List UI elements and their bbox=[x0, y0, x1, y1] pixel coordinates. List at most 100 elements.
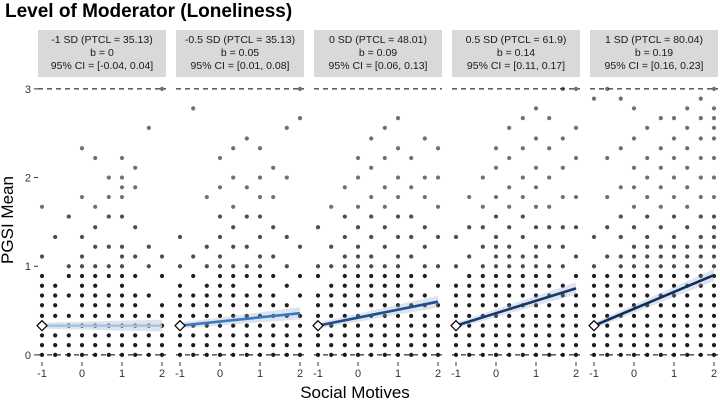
data-point bbox=[177, 303, 183, 308]
data-point bbox=[159, 86, 165, 91]
data-point bbox=[119, 273, 125, 279]
data-point bbox=[631, 293, 637, 298]
data-point bbox=[671, 273, 677, 279]
data-point bbox=[355, 175, 361, 180]
data-point bbox=[217, 293, 223, 298]
data-point bbox=[560, 264, 565, 269]
data-point bbox=[231, 146, 236, 151]
data-point bbox=[257, 323, 263, 328]
data-point bbox=[631, 303, 637, 308]
data-point bbox=[257, 273, 263, 279]
data-point bbox=[520, 313, 525, 318]
data-point bbox=[711, 254, 717, 259]
data-point bbox=[217, 323, 223, 328]
data-point bbox=[493, 333, 499, 338]
data-point bbox=[480, 273, 485, 279]
data-point bbox=[271, 352, 276, 358]
data-point bbox=[409, 234, 414, 240]
data-point bbox=[315, 264, 321, 269]
data-point bbox=[605, 303, 610, 308]
data-point bbox=[631, 273, 637, 279]
data-point bbox=[560, 136, 565, 141]
data-point bbox=[698, 194, 703, 200]
data-point bbox=[645, 333, 650, 338]
data-point bbox=[493, 146, 499, 151]
data-point bbox=[53, 293, 58, 298]
data-point bbox=[547, 313, 552, 318]
data-point bbox=[369, 333, 374, 338]
data-point bbox=[133, 343, 138, 348]
x-tick-label: 1 bbox=[671, 368, 677, 380]
data-point bbox=[217, 333, 223, 338]
data-point bbox=[409, 214, 414, 219]
data-point bbox=[106, 352, 111, 358]
data-point bbox=[409, 283, 414, 288]
data-point bbox=[645, 343, 650, 348]
data-point bbox=[533, 303, 539, 308]
data-point bbox=[631, 106, 637, 111]
data-point bbox=[711, 343, 717, 348]
data-point bbox=[573, 343, 579, 348]
data-point bbox=[685, 106, 690, 111]
regression-line bbox=[455, 287, 577, 327]
data-point bbox=[284, 234, 289, 240]
data-point bbox=[453, 234, 459, 240]
data-point bbox=[342, 254, 347, 259]
data-point bbox=[631, 313, 637, 318]
data-point bbox=[355, 352, 361, 358]
diamond-marker bbox=[450, 319, 462, 332]
data-point bbox=[106, 264, 111, 269]
data-point bbox=[618, 96, 623, 101]
x-tick-label: -1 bbox=[175, 368, 185, 380]
data-point bbox=[382, 225, 387, 230]
x-tick-label: -1 bbox=[313, 368, 323, 380]
data-point bbox=[467, 352, 472, 358]
data-point bbox=[422, 194, 427, 200]
data-point bbox=[711, 264, 717, 269]
data-point bbox=[191, 254, 196, 259]
data-point bbox=[533, 204, 539, 209]
data-point bbox=[467, 343, 472, 348]
x-tick-label: 1 bbox=[395, 368, 401, 380]
x-tick-label: 2 bbox=[159, 368, 165, 380]
data-point bbox=[671, 214, 677, 219]
data-point bbox=[159, 313, 165, 318]
data-point bbox=[315, 352, 321, 358]
facet-panels: -1 SD (PTCL = 35.13)b = 095% CI = [-0.04… bbox=[36, 30, 718, 380]
data-point bbox=[591, 313, 597, 318]
data-point bbox=[467, 313, 472, 318]
data-point bbox=[119, 194, 125, 200]
panel-strip bbox=[452, 30, 580, 77]
data-point bbox=[231, 313, 236, 318]
data-point bbox=[671, 343, 677, 348]
data-point bbox=[133, 273, 138, 279]
data-point bbox=[711, 214, 717, 219]
data-point bbox=[645, 264, 650, 269]
data-point bbox=[231, 264, 236, 269]
regression-line bbox=[317, 300, 439, 327]
data-point bbox=[605, 283, 610, 288]
data-point bbox=[342, 283, 347, 288]
data-point bbox=[533, 343, 539, 348]
strip-line: -1 SD (PTCL = 35.13) bbox=[51, 34, 152, 46]
data-point bbox=[217, 234, 223, 240]
data-point bbox=[618, 323, 623, 328]
data-point bbox=[133, 225, 138, 230]
data-point bbox=[39, 273, 45, 279]
data-point bbox=[631, 225, 637, 230]
data-point bbox=[146, 125, 151, 130]
data-point bbox=[605, 323, 610, 328]
data-point bbox=[533, 333, 539, 338]
data-point bbox=[520, 116, 525, 121]
data-point bbox=[395, 146, 401, 151]
data-point bbox=[480, 283, 485, 288]
data-point bbox=[658, 283, 663, 288]
data-point bbox=[231, 273, 236, 279]
data-point bbox=[507, 185, 512, 190]
data-point bbox=[66, 293, 71, 298]
data-point bbox=[231, 175, 236, 180]
data-point bbox=[698, 244, 703, 249]
data-point bbox=[106, 333, 111, 338]
data-point bbox=[467, 273, 472, 279]
strip-line: 95% CI = [0.01, 0.08] bbox=[191, 60, 290, 72]
